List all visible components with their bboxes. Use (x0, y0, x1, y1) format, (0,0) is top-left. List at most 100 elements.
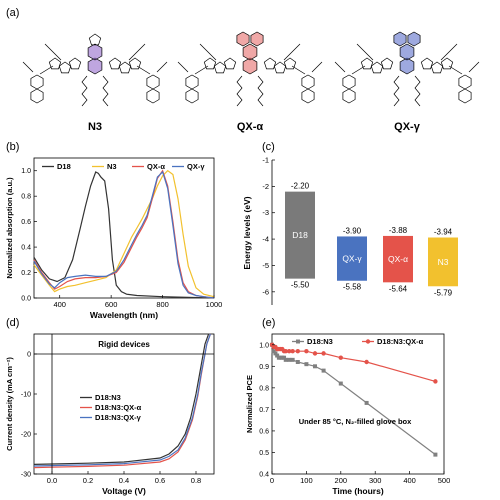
legend-label: D18:N3:QX-α (377, 337, 424, 346)
energy-level-chart: -1 -2 -3 -4 -5 -6 D18 -2.20 -5.50 QX-γ -3.90 -5.58… (242, 156, 458, 305)
y-tick-label: 0.8 (21, 194, 31, 201)
jv-xlabel: Voltage (V) (102, 486, 146, 496)
homo-label: -5.50 (291, 281, 310, 290)
ring (342, 74, 356, 90)
ring (370, 61, 384, 74)
bond (351, 65, 366, 75)
lumo-label: -2.20 (291, 182, 310, 191)
data-point (273, 351, 278, 356)
bond (311, 61, 323, 73)
alkyl-chain (81, 75, 88, 107)
molecule-name-n3: N3 (88, 121, 102, 133)
absorption-chart: 400 600 800 1000 0.0 0.2 0.4 0.6 0.8 1.0 D18 N3 QX-… (5, 157, 222, 320)
bond (136, 65, 151, 75)
y-tick-label: 0.7 (259, 407, 269, 414)
y-tick-label: 1.0 (21, 168, 31, 175)
x-tick-label: 500 (438, 476, 451, 485)
ring (242, 43, 258, 61)
ring (236, 31, 250, 47)
data-point (287, 357, 292, 362)
y-tick-label: -1 (262, 156, 269, 165)
ring (407, 31, 421, 47)
y-tick-label: 0.8 (259, 385, 269, 392)
ring (242, 57, 258, 75)
molecule-1 (177, 31, 323, 107)
y-tick-label: -30 (21, 472, 31, 479)
y-tick-label: 1.0 (259, 342, 269, 349)
ring (223, 57, 237, 70)
data-point (364, 400, 369, 405)
bond (356, 43, 374, 61)
series-line-2 (33, 169, 215, 299)
x-tick-label: 600 (105, 300, 118, 309)
bond (44, 43, 62, 61)
homo-label: -5.64 (389, 284, 408, 293)
alkyl-chain (393, 75, 400, 107)
homo-label: -5.79 (434, 288, 453, 297)
y-tick-label: -4 (262, 235, 269, 244)
bond (39, 65, 54, 75)
ring (118, 61, 132, 74)
data-point (283, 349, 288, 354)
energy-bar-name: QX-γ (342, 254, 362, 264)
series-line-0 (33, 171, 215, 299)
ring (87, 57, 103, 75)
ring (273, 61, 287, 74)
ring (30, 74, 44, 90)
energy-bar-name: N3 (438, 257, 449, 267)
energy-ylabel: Energy levels (eV) (242, 196, 252, 269)
series-line-1 (33, 169, 215, 298)
molecule-structures (22, 31, 480, 107)
legend-label: QX-γ (187, 162, 205, 171)
energy-bar (383, 235, 413, 283)
ring (430, 61, 444, 74)
energy-bar-name: QX-α (388, 254, 408, 264)
legend-marker (296, 339, 300, 344)
molecule-name-qxg: QX-γ (394, 121, 421, 133)
x-tick-label: 0.2 (83, 476, 93, 485)
data-point (287, 349, 292, 354)
data-point (295, 360, 300, 364)
legend-marker (365, 339, 371, 344)
ring (213, 61, 227, 74)
lumo-label: -3.88 (389, 226, 408, 235)
absorption-ylabel: Normalized absorption (a.u.) (5, 177, 14, 279)
molecule-name-qxa: QX-α (237, 121, 264, 133)
legend-label: D18:N3 (95, 393, 121, 402)
ring (360, 57, 374, 70)
energy-bar (428, 237, 458, 287)
data-point (304, 349, 309, 354)
alkyl-chain (102, 75, 109, 107)
alkyl-chain (236, 75, 243, 107)
jv-annotation: Rigid devices (98, 340, 150, 349)
data-point (321, 368, 326, 373)
bond (291, 65, 306, 75)
ring (250, 31, 264, 47)
legend-label: D18:N3:QX-α (95, 403, 142, 412)
data-point (433, 379, 438, 384)
ring (30, 88, 44, 104)
bond (283, 43, 301, 61)
lumo-label: -3.90 (343, 226, 362, 235)
data-point (282, 355, 287, 360)
bond (448, 65, 463, 75)
ring (440, 57, 454, 70)
molecule-0 (22, 33, 168, 107)
data-point (338, 381, 343, 386)
x-tick-label: 100 (300, 476, 313, 485)
data-point (283, 357, 288, 362)
x-tick-label: 0.6 (155, 476, 165, 485)
alkyl-chain (257, 75, 264, 107)
ring (68, 57, 82, 70)
ring (87, 43, 103, 61)
energy-bar (337, 236, 367, 281)
data-point (290, 357, 295, 362)
alkyl-chain (414, 75, 421, 107)
data-point (271, 349, 276, 354)
stability-annotation: Under 85 °C, N₂-filled glove box (299, 417, 412, 426)
y-tick-label: 0.5 (259, 450, 269, 457)
data-point (304, 362, 309, 367)
stability-chart: 0 100 200 300 400 500 0.4 0.5 0.6 0.7 0.8 0.9 1.0 D1… (245, 333, 451, 496)
energy-bar (285, 191, 315, 279)
data-point (295, 349, 300, 354)
